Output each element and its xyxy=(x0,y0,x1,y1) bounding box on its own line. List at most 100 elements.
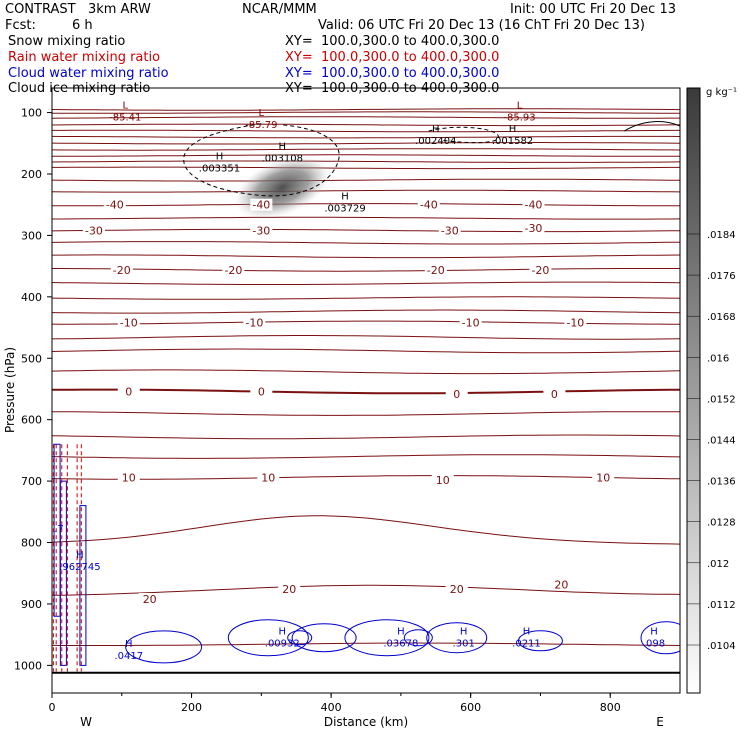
isotherm-label-bg xyxy=(110,263,133,276)
isotherm xyxy=(52,584,680,596)
isotherm-label: 20 xyxy=(450,583,464,596)
isotherm xyxy=(52,148,680,151)
extremum-mark: H xyxy=(279,142,287,153)
isotherm-label: 20 xyxy=(554,578,568,591)
isotherm-label-bg xyxy=(529,263,552,276)
extremum-value: .098 xyxy=(643,638,665,649)
isotherm-label-bg xyxy=(459,316,482,329)
model-title: CONTRAST 3km ARW xyxy=(5,2,151,17)
isotherm-label: -40 xyxy=(252,199,270,212)
east-label: E xyxy=(656,715,664,729)
y-tick-label: 600 xyxy=(21,414,42,427)
extremum-value: .00932 xyxy=(265,638,300,649)
isotherm xyxy=(52,642,680,646)
snow-contour xyxy=(428,126,500,144)
extremum-value: .003729 xyxy=(324,203,365,214)
isotherm-label-bg xyxy=(82,224,105,237)
isotherm-label: -20 xyxy=(531,264,549,277)
isotherm-label: -10 xyxy=(120,317,138,330)
isotherm-label: 10 xyxy=(436,474,450,487)
isotherm xyxy=(52,335,680,340)
colorbar-tick-label: .0144 xyxy=(707,436,736,447)
cloud-water-contour xyxy=(344,619,430,657)
isotherm-label-bg xyxy=(543,387,566,400)
y-axis-label: Pressure (hPa) xyxy=(3,347,17,433)
x-tick-label: 600 xyxy=(460,701,481,714)
colorbar-tick-label: .0128 xyxy=(707,518,736,529)
isotherm xyxy=(52,348,680,354)
isotherm-label-bg xyxy=(522,222,545,235)
isotherm xyxy=(52,281,680,285)
y-tick-label: 700 xyxy=(21,475,42,488)
cloud-water-contour xyxy=(403,629,433,647)
y-tick-label: 1000 xyxy=(14,659,42,672)
colorbar-tick-label: .0112 xyxy=(707,600,736,611)
extremum-mark: H xyxy=(279,626,287,637)
colorbar-tick-label: .016 xyxy=(707,353,729,364)
isotherm-label: -30 xyxy=(85,224,103,237)
colorbar: g kg⁻¹ xyxy=(686,87,737,694)
extremum-mark: H xyxy=(432,124,440,135)
isotherm-label: 20 xyxy=(143,593,157,606)
y-tick-label: 300 xyxy=(21,229,42,242)
isotherm-label: -10 xyxy=(462,317,480,330)
isotherm xyxy=(52,111,680,114)
colorbar-tick-label: .012 xyxy=(707,559,729,570)
isotherm xyxy=(52,241,680,245)
isotherm xyxy=(52,434,680,440)
isotherm-label-bg xyxy=(250,385,273,398)
isotherm-label-bg xyxy=(257,471,280,484)
isotherm-label-bg xyxy=(222,263,245,276)
isotherm xyxy=(52,203,680,207)
x-tick-label: 0 xyxy=(49,701,56,714)
isotherm xyxy=(52,189,680,193)
fcst-label: Fcst: xyxy=(5,18,36,33)
isotherm-label: 0 xyxy=(125,385,132,398)
isotherm-label: -30 xyxy=(252,224,270,237)
extremum-mark: H xyxy=(125,639,133,650)
x-tick-label: 400 xyxy=(321,701,342,714)
isotherm-label: -40 xyxy=(524,199,542,212)
isotherm xyxy=(52,296,680,300)
colorbar-unit: g kg⁻¹ xyxy=(706,87,737,98)
isotherm-label: 10 xyxy=(596,471,610,484)
cloud-water-contour xyxy=(125,630,203,664)
y-tick-label: 800 xyxy=(21,537,42,550)
isotherm-label: 0 xyxy=(551,388,558,401)
isotherm xyxy=(52,160,680,163)
isotherm xyxy=(52,216,680,220)
fcst-value: 6 h xyxy=(72,18,93,33)
isotherm-label-bg xyxy=(117,316,140,329)
colorbar-ramp xyxy=(686,87,701,694)
isotherm xyxy=(52,254,680,259)
isotherm xyxy=(52,116,680,119)
isotherm-label: -10 xyxy=(566,317,584,330)
y-tick-label: 500 xyxy=(21,352,42,365)
extremum-value: -85.93 xyxy=(503,113,535,124)
y-tick-label: 100 xyxy=(21,107,42,120)
y-tick-label: 900 xyxy=(21,598,42,611)
isotherm-label-bg xyxy=(117,471,140,484)
extremum-mark: L xyxy=(259,108,265,119)
init-time: Init: 00 UTC Fri 20 Dec 13 xyxy=(510,2,676,17)
isotherm xyxy=(52,268,680,272)
field-cloudwater-xy: XY= 100.0,300.0 to 400.0,300.0 xyxy=(285,66,500,81)
extremum-mark: H xyxy=(460,626,468,637)
extremum-value: .001582 xyxy=(492,136,533,147)
extremum-mark: H xyxy=(216,152,224,163)
cloud-water-contour xyxy=(287,630,313,646)
colorbar-tick-label: .0184 xyxy=(707,230,736,241)
isotherm xyxy=(52,142,680,145)
isotherm-label-bg xyxy=(438,224,461,237)
extremum-value: .0417 xyxy=(114,651,143,662)
isotherm xyxy=(52,178,680,182)
isotherm xyxy=(52,388,680,395)
extremum-value: .002404 xyxy=(415,136,456,147)
field-snow-xy: XY= 100.0,300.0 to 400.0,300.0 xyxy=(285,34,500,49)
extremum-value: .003351 xyxy=(199,164,240,175)
isotherm-label-bg xyxy=(117,385,140,398)
x-tick-label: 200 xyxy=(181,701,202,714)
isotherm xyxy=(52,228,680,233)
isotherm-label: -10 xyxy=(245,317,263,330)
cloud-water-contour xyxy=(517,630,563,652)
